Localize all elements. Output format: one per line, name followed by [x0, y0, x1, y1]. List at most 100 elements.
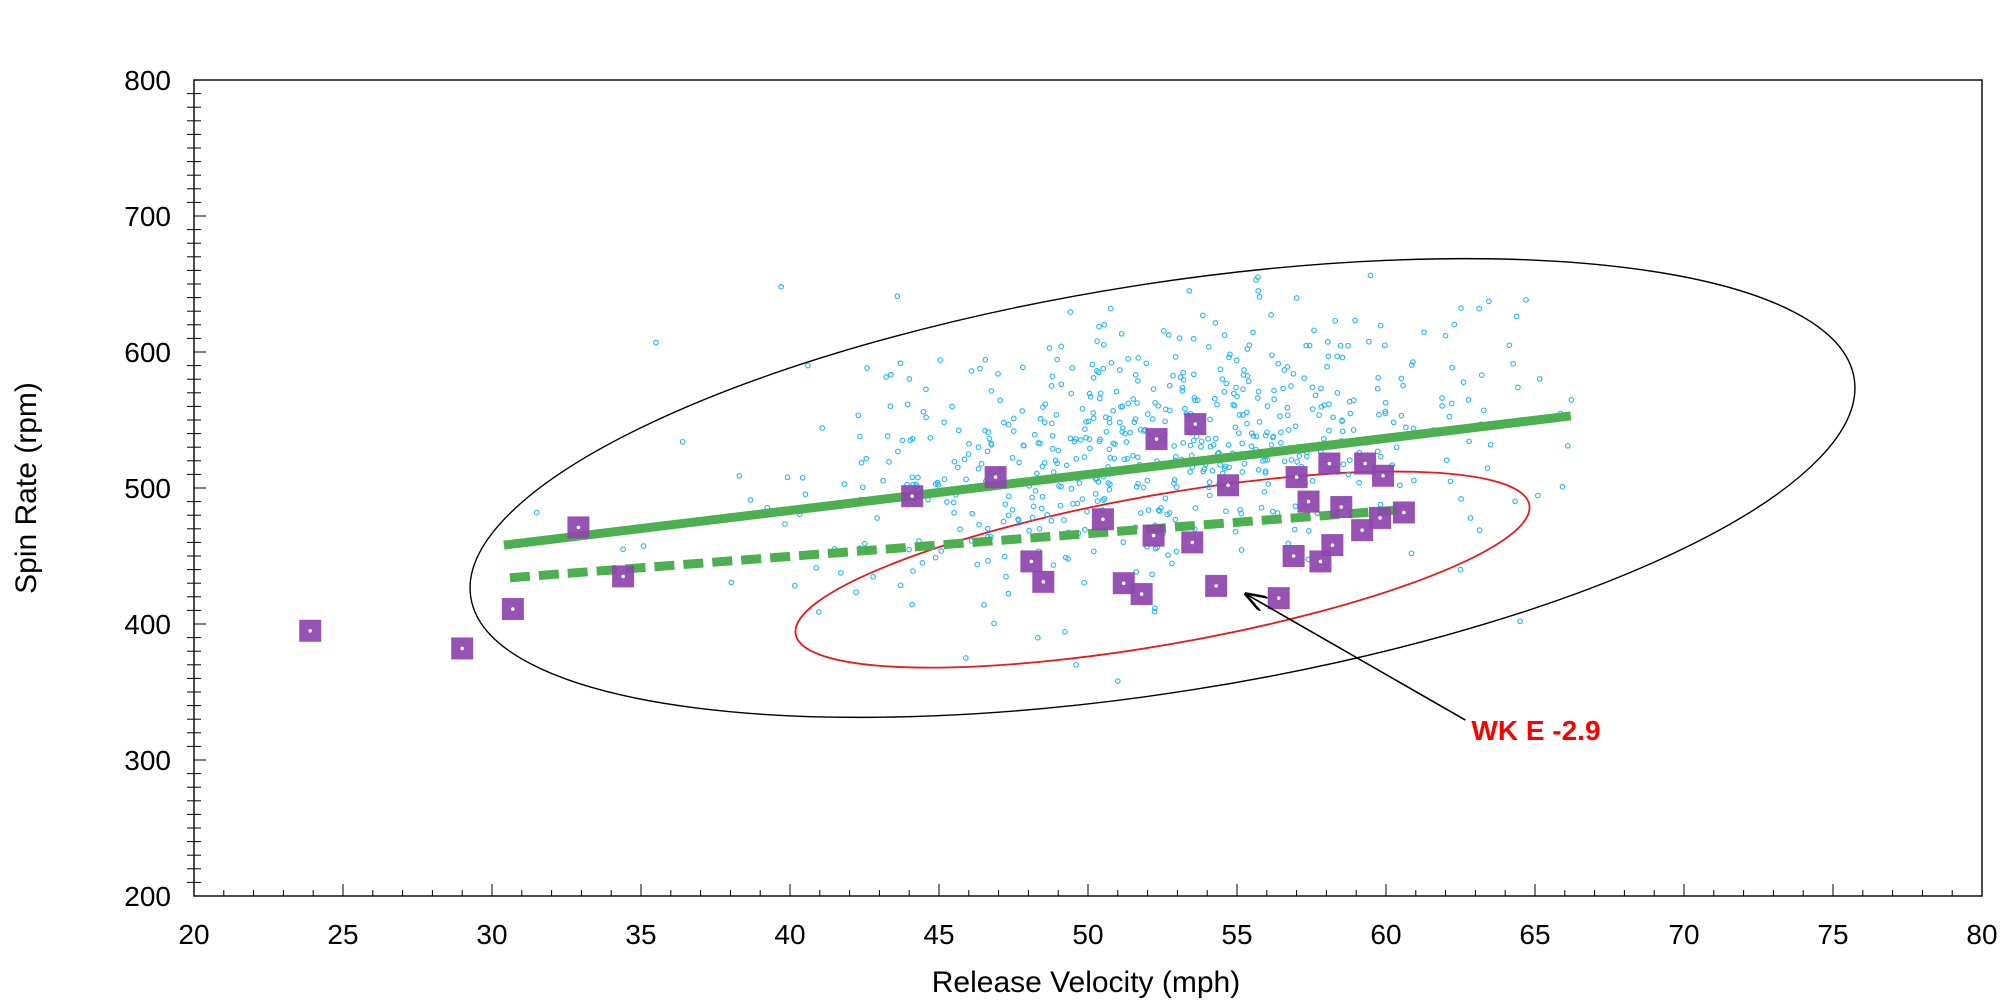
highlight-center-dot: [1151, 533, 1156, 538]
x-tick-label: 35: [625, 919, 656, 950]
population-point: [884, 433, 891, 439]
population-point: [736, 472, 743, 479]
population-point: [1133, 483, 1140, 490]
population-point: [1206, 479, 1213, 485]
highlight-point: [1184, 413, 1207, 436]
highlight-point: [1318, 452, 1341, 475]
population-point: [1081, 454, 1088, 460]
population-point: [1005, 590, 1012, 597]
population-point: [1536, 375, 1543, 382]
population-point: [1186, 287, 1193, 294]
highlight-center-dot: [993, 475, 998, 479]
population-point: [954, 464, 961, 471]
population-point: [1269, 352, 1275, 359]
population-point: [1053, 411, 1060, 418]
population-point: [1090, 375, 1097, 381]
population-point: [1097, 436, 1103, 443]
population-point: [1339, 428, 1346, 435]
population-point: [1038, 505, 1045, 512]
population-point: [1241, 460, 1248, 467]
population-point: [1151, 608, 1158, 615]
population-point: [1144, 477, 1151, 484]
population-point: [1132, 416, 1139, 422]
population-point: [1264, 403, 1271, 409]
population-point: [944, 499, 950, 505]
population-point: [988, 440, 994, 447]
highlight-center-dot: [1190, 540, 1195, 545]
population-point: [975, 444, 982, 450]
y-tick-label: 200: [124, 881, 171, 912]
population-point: [1079, 496, 1086, 502]
population-point: [985, 558, 991, 564]
y-axis-title: Spin Rate (rpm): [10, 382, 43, 594]
population-point: [1083, 434, 1089, 441]
population-point: [1116, 419, 1123, 426]
population-point: [1035, 440, 1042, 446]
population-point: [906, 376, 913, 382]
population-point: [965, 451, 972, 457]
population-point: [1476, 527, 1483, 533]
population-point: [1221, 388, 1228, 395]
population-point: [1345, 471, 1352, 478]
population-point: [1094, 498, 1101, 504]
highlight-center-dot: [1029, 559, 1034, 564]
highlight-point: [1145, 428, 1168, 451]
x-tick-label: 45: [923, 919, 954, 950]
x-tick-label: 80: [1966, 919, 1997, 950]
population-point: [937, 357, 944, 363]
population-point: [1212, 435, 1219, 442]
population-point: [1165, 332, 1172, 338]
population-point: [1446, 413, 1453, 420]
population-point: [1050, 562, 1057, 568]
population-point: [620, 546, 626, 553]
population-point: [975, 465, 982, 472]
population-point: [1187, 469, 1193, 475]
x-tick-label: 65: [1519, 919, 1550, 950]
population-point: [1291, 526, 1298, 533]
population-point: [1382, 410, 1389, 417]
population-point: [1376, 411, 1382, 418]
population-point: [1096, 395, 1103, 402]
population-point: [1076, 480, 1083, 486]
population-point: [950, 499, 957, 506]
highlight-point: [1285, 466, 1308, 489]
population-point: [1292, 503, 1299, 510]
population-point: [1221, 332, 1228, 338]
population-point: [1063, 462, 1070, 469]
population-point: [1209, 467, 1216, 474]
population-point: [1312, 392, 1319, 399]
population-point: [1324, 339, 1331, 345]
population-point: [951, 509, 957, 516]
annotation-label: WK E -2.9: [1471, 715, 1600, 746]
population-point: [1192, 397, 1198, 404]
population-point: [1171, 480, 1177, 487]
highlight-center-dot: [1330, 543, 1335, 547]
population-point: [1523, 296, 1529, 303]
highlight-point: [901, 485, 924, 508]
population-point: [955, 427, 962, 434]
population-point: [1510, 360, 1517, 367]
population-point: [1171, 477, 1178, 483]
population-point: [1448, 400, 1455, 407]
population-point: [1100, 497, 1106, 504]
population-ellipse: [469, 257, 1856, 719]
population-point: [1480, 407, 1487, 414]
population-point: [1339, 354, 1346, 361]
population-point: [1106, 415, 1113, 422]
population-point: [910, 568, 916, 574]
population-point: [1250, 329, 1256, 336]
population-point: [1044, 512, 1051, 518]
population-point: [1135, 355, 1142, 361]
highlight-point: [1351, 519, 1374, 542]
population-point: [1191, 394, 1198, 401]
population-point: [1254, 395, 1261, 401]
population-point: [981, 601, 987, 608]
population-point: [1037, 415, 1044, 422]
population-point: [1256, 419, 1263, 425]
population-point: [1248, 443, 1255, 450]
population-point: [1457, 566, 1464, 573]
population-point: [1288, 383, 1294, 389]
population-point: [1255, 274, 1261, 281]
population-point: [1031, 431, 1038, 438]
population-point: [864, 365, 870, 371]
